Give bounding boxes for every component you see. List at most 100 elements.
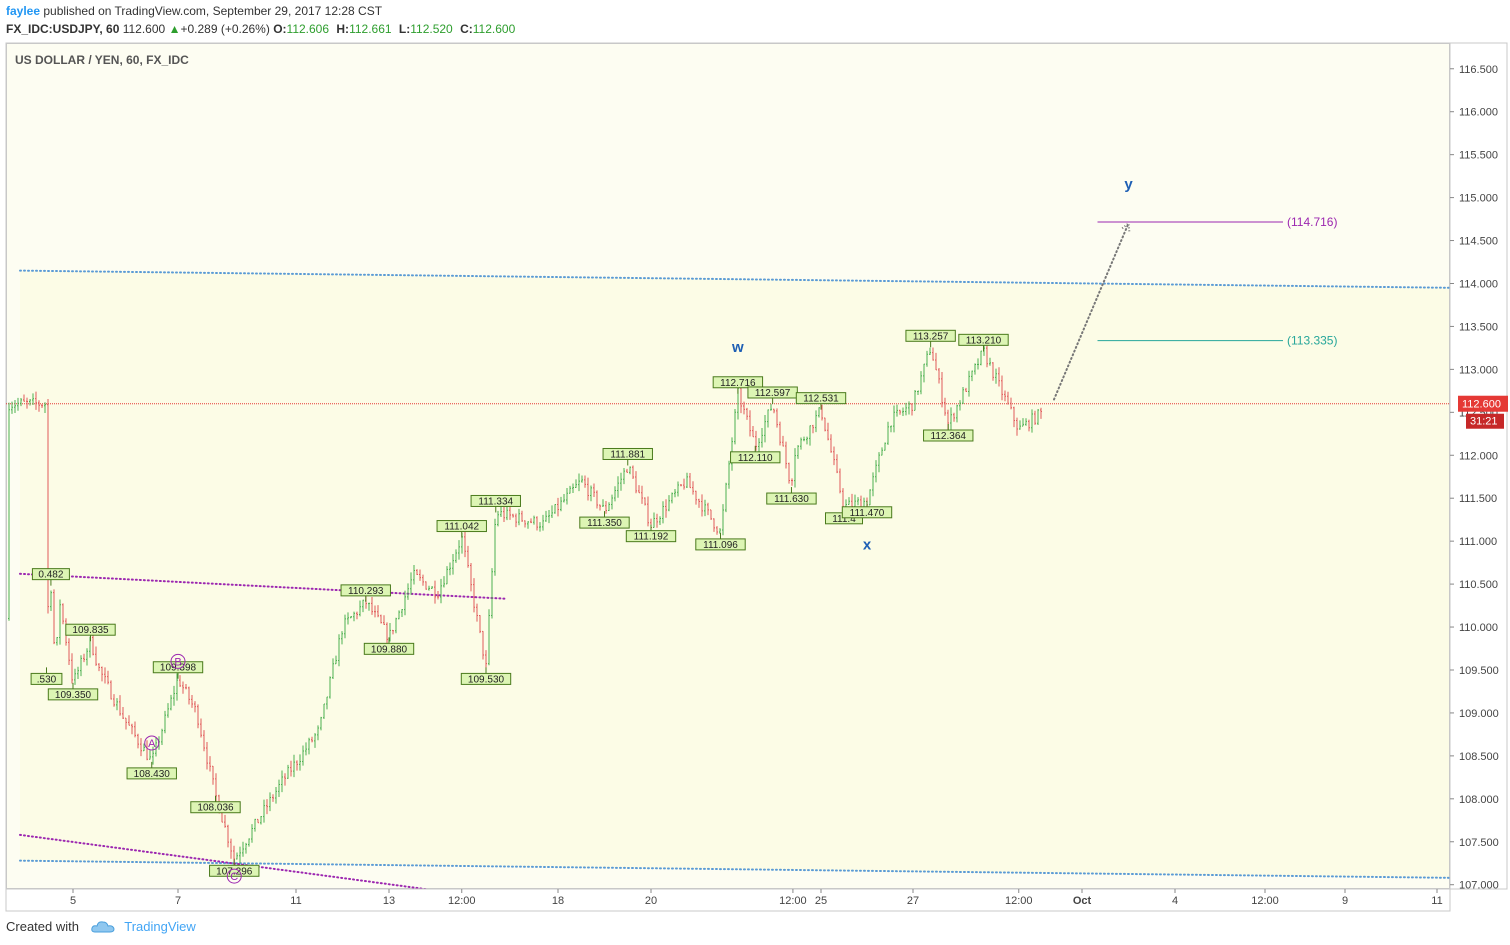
pivot-label-box <box>958 333 1009 346</box>
wave-label-y: y <box>1124 176 1133 193</box>
pivot-label: 0.482 <box>31 568 70 586</box>
circled-label-c: C <box>226 868 242 884</box>
pivot-label-box <box>31 568 70 581</box>
pivot-label-text: 111.470 <box>850 508 885 519</box>
time-axis-ticks: 5 7 11 13 12:00 18 20 12:00 25 27 12:00 Oct 4 12:00 9 1… <box>70 889 1443 907</box>
pivot-label-text: 111.192 <box>634 532 669 543</box>
open-value: 112.606 <box>286 22 330 36</box>
pivot-label-text: 108.036 <box>197 803 234 814</box>
footer: Created with TradingView <box>6 919 196 936</box>
low-value: 112.520 <box>410 22 453 36</box>
pivot-label: 109.530 <box>460 667 512 685</box>
pivot-label-text: 109.835 <box>72 625 109 636</box>
countdown-badge <box>1466 413 1504 429</box>
price-tick-label: 115.000 <box>1459 193 1498 205</box>
pivot-label: 108.430 <box>126 761 177 780</box>
pivot-label-box <box>841 506 893 519</box>
created-with-text: Created with <box>6 919 79 934</box>
pivot-label-box <box>152 661 204 674</box>
time-tick-label: 12:00 <box>1005 895 1033 907</box>
chart-title: US DOLLAR / YEN, 60, FX_IDC <box>15 53 189 67</box>
pivot-label-text: 109.530 <box>468 674 505 685</box>
price-tick-label: 110.500 <box>1459 579 1498 591</box>
pivot-label-box <box>730 451 781 464</box>
pivot-label: 112.716 <box>712 376 764 394</box>
pivot-label-text: 109.880 <box>371 644 408 655</box>
pivot-label: 113.257 <box>905 329 956 348</box>
time-tick-label: 25 <box>815 895 827 907</box>
open-label: O: <box>273 22 287 36</box>
time-axis[interactable] <box>5 888 1451 912</box>
pivot-label: 113.210 <box>958 333 1009 352</box>
last-price-header: 112.600 <box>122 22 166 36</box>
circle-text: A <box>148 738 156 750</box>
channel-line-2 <box>19 859 1451 879</box>
price-tick-label: 107.500 <box>1459 837 1499 849</box>
time-tick-label: 5 <box>70 895 76 907</box>
published-text: published on TradingView.com, September … <box>43 4 383 18</box>
channel-line-1 <box>19 269 1451 289</box>
pivot-label-box <box>209 864 260 877</box>
pivot-label: 111.334 <box>470 494 521 513</box>
pivot-label-text: 108.430 <box>134 769 171 780</box>
target-level-label: (113.335) <box>1287 334 1337 348</box>
ohlc-header: FX_IDC:USDJPY, 60 112.600 ▲+0.289 (+0.26… <box>6 22 519 36</box>
pivot-label-box <box>30 672 63 685</box>
pivot-label: 109.880 <box>363 637 415 655</box>
pivot-label-box <box>625 530 677 543</box>
price-tick-label: 108.500 <box>1459 751 1499 763</box>
circled-label-b: B <box>170 653 186 669</box>
pivot-label-text: 112.531 <box>803 394 839 405</box>
countdown-value: 31:21 <box>1470 416 1498 428</box>
channel-line-4 <box>19 833 439 892</box>
pivot-label: 112.110 <box>730 445 781 464</box>
pivot-label-box <box>695 538 746 551</box>
time-tick-label: 4 <box>1172 895 1178 907</box>
circled-label-a: A <box>144 735 160 751</box>
pivot-label-text: 111.630 <box>774 494 809 505</box>
candles <box>8 341 1042 866</box>
last-price-badge <box>1458 395 1508 412</box>
time-tick-label: 7 <box>175 895 181 907</box>
circle-text: B <box>174 656 181 668</box>
low-label: L: <box>398 22 411 36</box>
annotations: (114.716) (113.335) 0.482 .530 109.350 109.83… <box>30 176 1337 884</box>
pivot-label-text: 112.364 <box>931 431 967 442</box>
pivot-label-box <box>126 767 177 780</box>
time-tick-label: 9 <box>1342 895 1348 907</box>
symbol-label: FX_IDC:USDJPY, 60 <box>6 22 120 36</box>
pivot-label: 110.293 <box>340 584 391 602</box>
pivot-label-text: 112.716 <box>720 378 756 389</box>
pivot-label-text: 0.482 <box>38 570 63 581</box>
change-value: +0.289 (+0.26%) <box>180 22 270 36</box>
change-arrow-icon: ▲ <box>168 22 181 36</box>
price-tick-label: 111.000 <box>1459 536 1497 548</box>
price-tick-label: 112.000 <box>1459 450 1498 462</box>
pivot-label-box <box>905 329 956 342</box>
tradingview-link[interactable]: TradingView <box>124 919 196 934</box>
pivot-label-text: 113.257 <box>913 331 949 342</box>
price-tick-label: 113.500 <box>1459 321 1498 333</box>
pivot-label: 111.881 <box>602 447 653 466</box>
pivot-label-box <box>47 688 99 701</box>
channel-zone <box>20 270 1450 878</box>
pivot-label: 108.036 <box>190 795 241 814</box>
pivot-label-text: 111.350 <box>587 518 622 529</box>
time-tick-label: 12:00 <box>779 895 807 907</box>
pivot-label-box <box>712 376 764 389</box>
pivot-label: 111.096 <box>695 532 746 551</box>
pivot-label: 111.350 <box>579 511 630 529</box>
price-axis[interactable] <box>1449 42 1508 890</box>
close-label: C: <box>460 22 473 36</box>
drawing-lines <box>6 221 1451 892</box>
price-tick-label: 109.000 <box>1459 708 1499 720</box>
price-tick-label: 109.500 <box>1459 665 1499 677</box>
pivot-label: 111.470 <box>841 500 893 519</box>
author-link[interactable]: faylee <box>6 4 41 18</box>
time-tick-label: 11 <box>290 895 301 907</box>
price-tick-label: 111.500 <box>1459 493 1497 505</box>
time-tick-label: Oct <box>1073 895 1092 907</box>
close-value: 112.600 <box>472 22 516 36</box>
publish-header: faylee published on TradingView.com, Sep… <box>6 4 382 18</box>
